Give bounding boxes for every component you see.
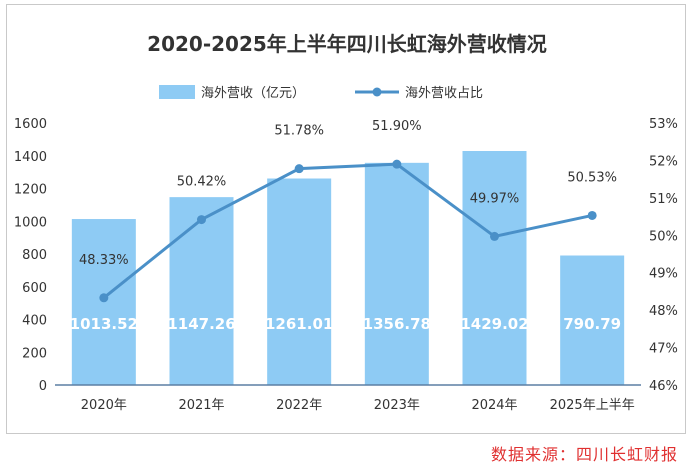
x-tick-label: 2020年 — [81, 398, 127, 413]
y-right-tick-label: 48% — [649, 304, 678, 319]
y-left-tick-label: 600 — [22, 281, 47, 296]
y-right-tick-label: 47% — [649, 342, 678, 357]
chart: 2020-2025年上半年四川长虹海外营收情况 海外营收（亿元） 海外营收占比 … — [14, 32, 678, 413]
bar-value-label: 1429.02 — [460, 315, 528, 333]
bar — [267, 178, 332, 385]
bar — [169, 197, 234, 385]
y-left-tick-label: 0 — [39, 379, 47, 394]
y-right-axis: 46% 47% 48% 49% 50% 51% 52% 53% — [649, 117, 678, 394]
y-right-tick-label: 46% — [649, 379, 678, 394]
bar-value-labels: 1013.52 1147.26 1261.01 1356.78 1429.02 790.7… — [70, 315, 621, 333]
y-left-tick-label: 400 — [22, 314, 47, 329]
y-left-axis: 0 200 400 600 800 1000 1200 1400 1600 — [14, 117, 47, 394]
y-right-tick-label: 53% — [649, 117, 678, 132]
x-tick-label: 2025年上半年 — [550, 398, 635, 413]
legend-label-bar: 海外营收（亿元） — [201, 86, 305, 101]
bar — [462, 150, 527, 385]
bar-series — [71, 150, 625, 385]
x-axis: 2020年 2021年 2022年 2023年 2024年 2025年上半年 — [81, 398, 635, 413]
bar-value-label: 790.79 — [563, 315, 621, 333]
legend-swatch-bar — [159, 85, 195, 99]
y-left-tick-label: 1200 — [14, 183, 47, 198]
bar — [364, 162, 429, 385]
source-note: 数据来源：四川长虹财报 — [490, 445, 678, 464]
y-left-tick-label: 1000 — [14, 215, 47, 230]
line-value-label: 50.53% — [567, 170, 617, 185]
chart-frame: 2020-2025年上半年四川长虹海外营收情况 海外营收（亿元） 海外营收占比 … — [6, 4, 686, 434]
y-left-tick-label: 800 — [22, 248, 47, 263]
line-point — [99, 293, 109, 303]
line-point — [197, 215, 206, 225]
x-tick-label: 2023年 — [374, 398, 420, 413]
legend-marker-line — [372, 87, 382, 97]
y-right-tick-label: 49% — [649, 267, 678, 282]
line-point — [294, 164, 304, 174]
line-value-label: 51.90% — [372, 119, 422, 134]
line-value-label: 49.97% — [470, 191, 520, 206]
bar-value-label: 1356.78 — [363, 315, 431, 333]
line-path — [102, 162, 593, 299]
x-tick-label: 2022年 — [276, 398, 322, 413]
y-right-tick-label: 50% — [649, 229, 678, 244]
y-left-tick-label: 1600 — [14, 117, 47, 132]
legend-label-line: 海外营收占比 — [405, 86, 483, 101]
line-value-label: 48.33% — [79, 253, 129, 268]
bar — [560, 255, 625, 385]
line-series — [99, 159, 597, 303]
x-tick-label: 2024年 — [471, 398, 517, 413]
y-left-tick-label: 1400 — [14, 150, 47, 165]
bar-value-label: 1261.01 — [265, 315, 333, 333]
line-value-label: 50.42% — [177, 175, 227, 190]
bar-value-label: 1147.26 — [167, 315, 235, 333]
y-right-tick-label: 51% — [649, 192, 678, 207]
x-tick-label: 2021年 — [178, 398, 224, 413]
y-left-tick-label: 200 — [22, 346, 47, 361]
line-point — [490, 231, 499, 241]
line-value-labels: 48.33% 50.42% 51.78% 51.90% 49.97% 50.53% — [79, 119, 617, 268]
line-value-label: 51.78% — [274, 124, 324, 139]
y-right-tick-label: 52% — [649, 154, 678, 169]
bar-value-label: 1013.52 — [70, 315, 138, 333]
line-point — [392, 159, 402, 169]
chart-title: 2020-2025年上半年四川长虹海外营收情况 — [147, 32, 547, 56]
line-point — [587, 210, 597, 220]
